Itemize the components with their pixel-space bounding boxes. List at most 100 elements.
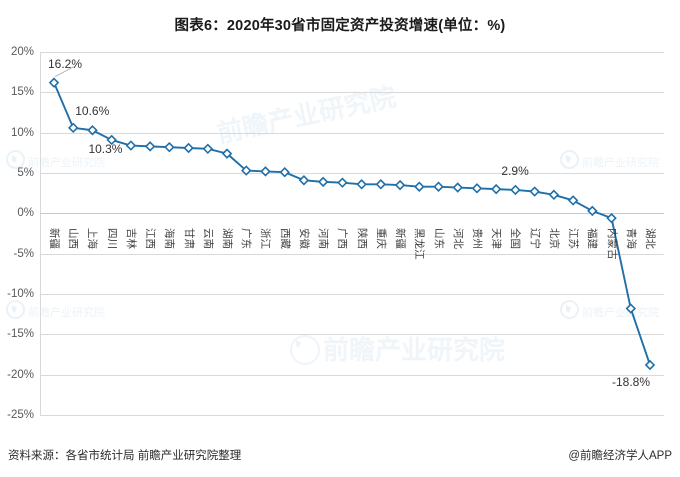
x-tick-label-辽宁: 辽宁 [528, 228, 541, 249]
data-point-marker [183, 142, 194, 154]
x-tick-label-内蒙古: 内蒙古 [605, 228, 618, 260]
source-note: 资料来源：各省市统计局 前瞻产业研究院整理 [8, 450, 242, 462]
data-point-marker [337, 177, 348, 188]
data-point-label: 2.9% [501, 163, 529, 178]
gridline-20 [40, 52, 664, 53]
data-point-label: 10.6% [75, 103, 110, 118]
y-axis-line [40, 52, 41, 415]
data-point-marker [260, 166, 271, 177]
x-tick-label-四川: 四川 [105, 228, 118, 249]
data-point-marker [414, 181, 425, 192]
data-point-marker [202, 143, 214, 155]
x-tick-label-河北: 河北 [451, 228, 464, 249]
x-tick-label-新疆: 新疆 [394, 228, 407, 249]
y-tick-label: 5% [17, 167, 34, 179]
data-point-marker [433, 181, 444, 192]
data-point-marker [298, 175, 310, 186]
x-tick-label-浙江: 浙江 [259, 228, 272, 249]
data-point-marker [144, 141, 156, 152]
data-point-marker [567, 195, 579, 206]
x-tick-label-甘肃: 甘肃 [182, 228, 195, 249]
data-point-marker [644, 359, 656, 371]
data-point-marker [510, 184, 521, 196]
y-tick-label: -5% [13, 247, 34, 260]
data-point-label: 16.2% [48, 56, 83, 71]
data-point-marker [221, 148, 233, 159]
x-tick-label-贵州: 贵州 [470, 228, 483, 249]
gridline--20 [40, 374, 664, 376]
data-point-marker [106, 134, 117, 146]
gridline--5 [40, 253, 664, 255]
x-tick-label-北京: 北京 [547, 228, 560, 249]
x-tick-label-山东: 山东 [432, 228, 445, 249]
data-point-marker [125, 140, 137, 151]
x-tick-label-全国: 全国 [509, 228, 522, 249]
data-point-marker [394, 179, 406, 191]
data-point-marker [67, 122, 79, 134]
x-tick-label-江西: 江西 [144, 228, 157, 249]
label-leader-line [54, 66, 75, 78]
plot-area [40, 52, 664, 416]
y-tick-label: -10% [7, 288, 34, 300]
x-tick-label-广西: 广西 [336, 228, 349, 249]
x-tick-label-江苏: 江苏 [567, 228, 580, 249]
data-point-marker [356, 179, 367, 190]
data-point-marker [471, 183, 483, 194]
gridline-10 [40, 132, 664, 134]
data-point-marker [317, 176, 329, 188]
x-tick-label-海南: 海南 [163, 228, 176, 249]
data-point-marker [279, 166, 290, 178]
x-tick-label-重庆: 重庆 [374, 228, 387, 249]
data-point-marker [87, 125, 98, 136]
x-tick-label-河南: 河南 [317, 228, 330, 249]
series-line [53, 82, 651, 366]
y-tick-label: 15% [10, 86, 34, 99]
data-point-marker [490, 183, 502, 195]
x-tick-label-黑龙江: 黑龙江 [413, 228, 426, 260]
y-tick-label: 0% [17, 207, 34, 220]
gridline--10 [40, 294, 664, 295]
gridline--25 [40, 415, 664, 416]
x-tick-label-湖北: 湖北 [644, 228, 656, 249]
x-tick-label-西藏: 西藏 [278, 228, 291, 249]
chart-title: 图表6：2020年30省市固定资产投资增速(单位：%) [174, 18, 506, 34]
brand-note: @前瞻经济学人APP [568, 450, 672, 462]
y-tick-label: -20% [7, 368, 34, 381]
gridline-15 [40, 92, 664, 94]
data-point-marker [164, 141, 175, 153]
y-tick-label: 20% [10, 46, 34, 58]
data-point-marker [625, 303, 637, 314]
data-point-label: -18.8% [612, 374, 651, 389]
data-point-marker [529, 186, 540, 197]
data-point-label: 10.3% [88, 142, 123, 157]
x-tick-label-吉林: 吉林 [124, 228, 137, 249]
x-tick-label-福建: 福建 [586, 228, 599, 249]
y-axis-ticks: 20% 15% 10% 5% 0% -5% -10% -15% -20% -25% [0, 46, 36, 421]
gridline-0 [40, 213, 664, 215]
x-tick-label-新疆: 新疆 [48, 228, 60, 249]
y-tick-label: -25% [7, 409, 34, 421]
x-tick-label-陕西: 陕西 [355, 228, 368, 249]
x-axis-labels: 新疆 山西 上海 四川 吉林 江西 海南 甘肃 云南 湖南 广东 浙江 西藏 安徽 河南 广西 陕西 重庆 新疆 黑龙… [40, 228, 664, 318]
gridline-5 [40, 173, 664, 174]
x-tick-label-湖南: 湖南 [221, 228, 234, 249]
y-tick-label: 10% [10, 126, 34, 139]
line-series [48, 66, 656, 371]
x-tick-label-安徽: 安徽 [297, 228, 310, 249]
data-point-marker [375, 179, 387, 190]
data-point-marker [587, 205, 598, 217]
data-point-marker [606, 212, 617, 224]
x-tick-label-山西: 山西 [67, 228, 80, 249]
data-point-marker [548, 189, 560, 201]
data-point-marker [48, 77, 60, 88]
x-tick-label-云南: 云南 [201, 228, 214, 249]
x-tick-label-上海: 上海 [86, 228, 99, 249]
gridline--15 [40, 334, 664, 336]
y-tick-label: -15% [7, 328, 34, 341]
x-tick-label-广东: 广东 [240, 228, 253, 249]
x-tick-label-青海: 青海 [624, 228, 637, 249]
data-point-marker [241, 165, 252, 176]
x-tick-label-天津: 天津 [490, 228, 503, 249]
data-point-marker [452, 182, 463, 193]
